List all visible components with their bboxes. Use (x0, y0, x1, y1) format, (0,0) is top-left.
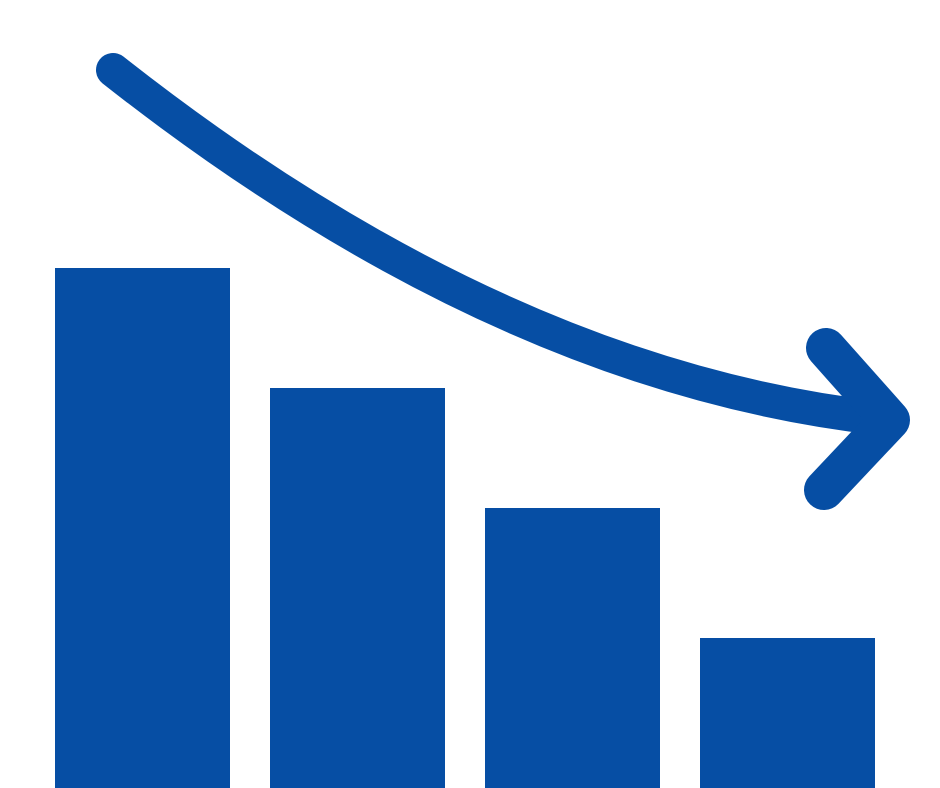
bars-group (0, 0, 940, 788)
bar-4 (700, 638, 875, 788)
bar-3 (485, 508, 660, 788)
bar-1 (55, 268, 230, 788)
bar-2 (270, 388, 445, 788)
declining-bar-chart-icon (0, 0, 940, 788)
